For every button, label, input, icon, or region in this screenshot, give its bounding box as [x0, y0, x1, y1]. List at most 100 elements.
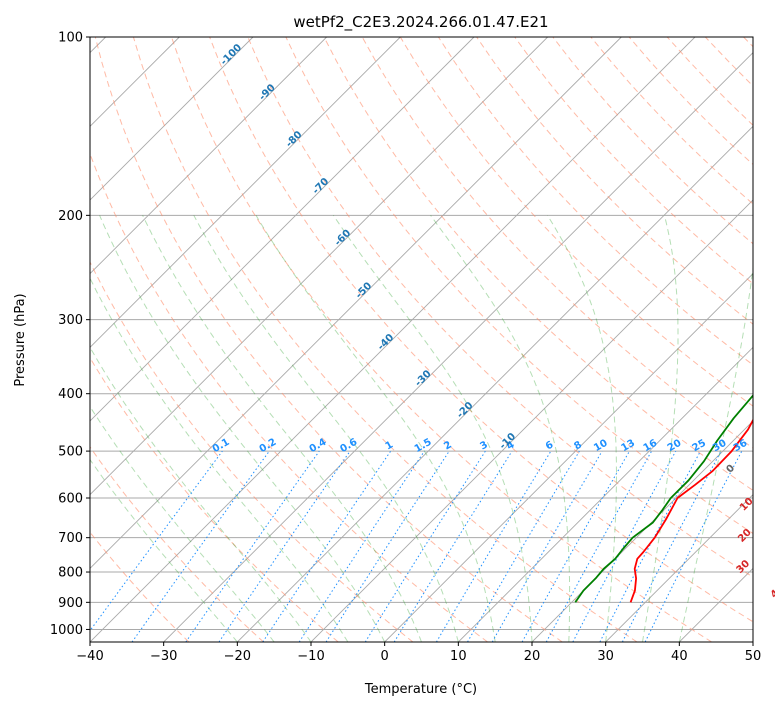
x-tick-label: 50: [745, 649, 762, 664]
isotherm-label: -20: [455, 400, 476, 421]
isotherm-line: [90, 37, 475, 422]
mixing-ratio-label: 0.4: [308, 437, 329, 455]
mixing-ratio-line: [644, 450, 743, 642]
chart-title: wetPf2_C2E3.2024.266.01.47.E21: [293, 13, 548, 32]
dry-adiabat-line: [171, 37, 712, 642]
moist-adiabat-line: [90, 405, 275, 642]
x-tick-label: 30: [597, 649, 614, 664]
x-tick-label: −40: [76, 649, 103, 664]
dry-adiabat-line: [704, 37, 753, 87]
y-tick-label: 900: [58, 596, 83, 611]
dry-adiabat-line: [743, 37, 753, 48]
dry-adiabat-line: [437, 37, 753, 366]
dry-adiabat-line: [209, 37, 753, 623]
line-labels: 0.1 0.2 0.4 0.6 1 1.5 2 3 4 6 8 10 13 16 20 25 30 36-100-…: [211, 42, 775, 600]
isotherm-line: [90, 37, 401, 348]
moist-adiabat-line: [430, 215, 571, 642]
mixing-ratio-line: [262, 450, 392, 642]
y-axis-ticks: 1000 900 800 700 600 500 400 300 200 100: [50, 31, 90, 638]
moist-adiabat-line: [99, 215, 386, 642]
mixing-ratio-line: [521, 450, 630, 642]
isotherm-line: [384, 273, 753, 642]
mixing-ratio-label: 25: [691, 438, 709, 455]
dry-adiabat-line: [90, 356, 339, 642]
moist-adiabat-line: [142, 215, 422, 642]
mixing-ratio-label: 1.5: [413, 437, 434, 455]
mixing-ratio-label: 30: [711, 438, 729, 455]
isotherm-label: -30: [413, 368, 434, 389]
y-tick-label: 500: [58, 445, 83, 460]
dry-adiabat-line: [90, 446, 264, 642]
mixing-ratio-line: [185, 450, 320, 642]
mixing-ratio-label: 1: [384, 439, 396, 452]
dry-adiabat-line: [552, 37, 753, 245]
mixing-ratio-line: [131, 450, 270, 642]
y-axis-label: Pressure (hPa): [13, 293, 28, 386]
isotherm-line: [90, 37, 254, 201]
isotherm-line: [531, 420, 753, 642]
mixing-ratio-line: [545, 450, 653, 642]
moist-adiabat-line: [332, 215, 533, 642]
mixing-ratio-line: [325, 450, 450, 642]
dry-adiabat-line: [285, 37, 753, 535]
x-tick-label: −30: [150, 649, 177, 664]
x-tick-label: −20: [224, 649, 251, 664]
dry-adiabat-label: 20: [736, 527, 754, 545]
moist-adiabat-line: [193, 215, 459, 642]
moist-adiabat-line: [547, 215, 617, 642]
temperature-line: [629, 418, 753, 603]
isotherm-line: [90, 37, 327, 275]
isotherm-line: [90, 37, 696, 642]
isotherm-label: -90: [257, 82, 278, 103]
dewpoint-line: [574, 394, 753, 603]
mixing-ratio-label: 2: [442, 439, 454, 452]
mixing-ratio-line: [298, 450, 425, 642]
y-tick-label: 200: [58, 209, 83, 224]
mixing-ratio-label: 0.6: [338, 437, 359, 455]
isotherm-line: [90, 37, 548, 496]
mixing-ratio-line: [364, 450, 486, 642]
x-axis-ticks: −40 −30 −20 −10 0 10 20 30 40 50: [76, 642, 761, 664]
dry-adiabat-line: [247, 37, 753, 578]
mixing-ratio-line: [393, 450, 513, 642]
isotherm-line: [90, 37, 622, 569]
mixing-ratio-label: 10: [592, 438, 610, 455]
dry-adiabat-label: 0: [724, 463, 737, 476]
dry-adiabat-line: [90, 152, 488, 642]
x-tick-label: 10: [450, 649, 467, 664]
dry-adiabat-line: [132, 37, 638, 642]
isotherm-line: [458, 346, 753, 642]
x-tick-label: 40: [671, 649, 688, 664]
dry-adiabat-line: [590, 37, 753, 205]
moist-adiabat-line: [678, 264, 753, 642]
isotherm-line: [237, 125, 753, 642]
y-tick-label: 700: [58, 531, 83, 546]
background-grid: [90, 37, 753, 642]
dry-adiabat-line: [476, 37, 753, 325]
y-tick-label: 600: [58, 492, 83, 507]
x-axis-label: Temperature (°C): [364, 682, 477, 697]
x-tick-label: 0: [381, 649, 389, 664]
isotherm-line: [605, 494, 753, 642]
y-tick-label: 300: [58, 313, 83, 328]
y-tick-label: 800: [58, 566, 83, 581]
mixing-ratio-label: 3: [478, 439, 490, 452]
mixing-ratio-label: 16: [642, 438, 660, 455]
mixing-ratio-label: 4: [505, 439, 517, 452]
dry-adiabat-line: [90, 531, 190, 642]
mixing-ratio-label: 0.1: [211, 437, 232, 455]
mixing-ratio-line: [218, 450, 351, 642]
isotherm-label: -70: [311, 176, 332, 197]
dry-adiabat-label: 30: [735, 558, 753, 576]
isotherm-line: [163, 52, 753, 642]
mixing-ratio-line: [572, 450, 677, 642]
dry-adiabat-line: [90, 260, 414, 642]
isotherm-label: -50: [354, 281, 375, 302]
y-tick-label: 400: [58, 387, 83, 402]
dry-adiabat-line: [323, 37, 753, 491]
mixing-ratio-line: [435, 450, 552, 642]
dry-adiabat-label: 40: [769, 583, 775, 601]
isotherm-label: -60: [333, 228, 354, 249]
mixing-ratio-line: [599, 450, 701, 642]
mixing-ratio-label: 6: [544, 439, 556, 452]
